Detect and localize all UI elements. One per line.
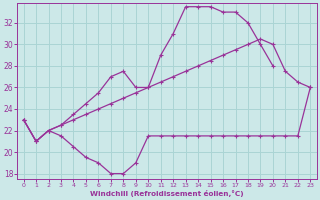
X-axis label: Windchill (Refroidissement éolien,°C): Windchill (Refroidissement éolien,°C) — [90, 190, 244, 197]
